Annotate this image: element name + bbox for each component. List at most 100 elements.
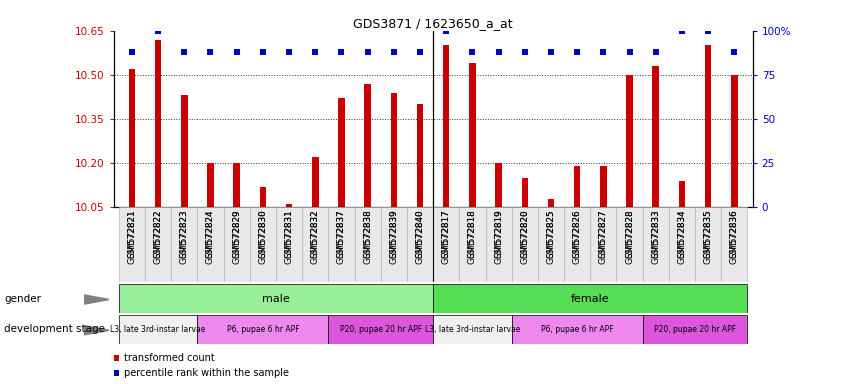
Bar: [302, 207, 328, 282]
Bar: [155, 40, 161, 207]
Text: development stage: development stage: [4, 324, 105, 334]
Text: GSM572840: GSM572840: [415, 210, 425, 264]
Text: GSM572836: GSM572836: [730, 210, 739, 265]
Bar: [459, 207, 485, 282]
Text: GSM572835: GSM572835: [704, 210, 712, 258]
Text: GSM572829: GSM572829: [232, 210, 241, 258]
Bar: [145, 207, 172, 282]
Text: GSM572839: GSM572839: [389, 210, 399, 258]
Text: GSM572836: GSM572836: [730, 210, 739, 258]
Bar: [538, 207, 564, 282]
Bar: [234, 163, 240, 207]
Bar: [653, 66, 659, 207]
Text: GSM572830: GSM572830: [258, 210, 267, 258]
Bar: [574, 166, 580, 207]
Title: GDS3871 / 1623650_a_at: GDS3871 / 1623650_a_at: [353, 17, 513, 30]
Bar: [250, 207, 276, 282]
Text: GSM572824: GSM572824: [206, 210, 215, 264]
Bar: [407, 207, 433, 282]
Bar: [547, 199, 554, 207]
Bar: [129, 69, 135, 207]
Text: gender: gender: [4, 294, 41, 304]
Text: GSM572834: GSM572834: [678, 210, 686, 258]
Bar: [172, 207, 198, 282]
Text: percentile rank within the sample: percentile rank within the sample: [124, 368, 289, 378]
Bar: [669, 207, 695, 282]
Text: GSM572821: GSM572821: [127, 210, 136, 264]
Bar: [224, 207, 250, 282]
Text: GSM572828: GSM572828: [625, 210, 634, 264]
Bar: [312, 157, 319, 207]
Bar: [181, 96, 188, 207]
Bar: [286, 204, 293, 207]
Bar: [198, 315, 328, 344]
Text: GSM572831: GSM572831: [284, 210, 294, 265]
Text: GSM572832: GSM572832: [310, 210, 320, 264]
Text: GSM572818: GSM572818: [468, 210, 477, 258]
Bar: [511, 207, 538, 282]
Bar: [338, 98, 345, 207]
Text: male: male: [262, 293, 290, 304]
Text: L3, late 3rd-instar larvae: L3, late 3rd-instar larvae: [110, 325, 206, 334]
Polygon shape: [84, 326, 109, 335]
Bar: [207, 163, 214, 207]
Text: GSM572820: GSM572820: [521, 210, 529, 264]
Bar: [381, 207, 407, 282]
Bar: [485, 207, 511, 282]
Text: GSM572829: GSM572829: [232, 210, 241, 264]
Text: P6, pupae 6 hr APF: P6, pupae 6 hr APF: [541, 325, 613, 334]
Bar: [616, 207, 643, 282]
Text: GSM572827: GSM572827: [599, 210, 608, 258]
Polygon shape: [84, 295, 109, 304]
Text: GSM572817: GSM572817: [442, 210, 451, 265]
Text: GSM572819: GSM572819: [495, 210, 503, 265]
Text: GSM572826: GSM572826: [573, 210, 582, 258]
Bar: [260, 187, 266, 207]
Text: GSM572822: GSM572822: [154, 210, 162, 264]
Text: GSM572817: GSM572817: [442, 210, 451, 258]
Text: GSM572839: GSM572839: [389, 210, 399, 265]
Bar: [469, 63, 476, 207]
Text: L3, late 3rd-instar larvae: L3, late 3rd-instar larvae: [425, 325, 520, 334]
Text: GSM572835: GSM572835: [704, 210, 712, 265]
Bar: [433, 315, 511, 344]
Text: GSM572821: GSM572821: [127, 210, 136, 258]
Text: GSM572831: GSM572831: [284, 210, 294, 258]
Bar: [731, 75, 738, 207]
Bar: [695, 207, 722, 282]
Text: GSM572826: GSM572826: [573, 210, 582, 264]
Bar: [119, 315, 198, 344]
Text: GSM572830: GSM572830: [258, 210, 267, 265]
Bar: [511, 315, 643, 344]
Bar: [643, 207, 669, 282]
Bar: [328, 315, 433, 344]
Text: GSM572838: GSM572838: [363, 210, 372, 258]
Text: GSM572824: GSM572824: [206, 210, 215, 258]
Bar: [564, 207, 590, 282]
Bar: [198, 207, 224, 282]
Text: GSM572825: GSM572825: [547, 210, 556, 264]
Text: transformed count: transformed count: [124, 353, 214, 363]
Text: P20, pupae 20 hr APF: P20, pupae 20 hr APF: [654, 325, 736, 334]
Text: GSM572833: GSM572833: [651, 210, 660, 258]
Text: GSM572827: GSM572827: [599, 210, 608, 264]
Bar: [417, 104, 423, 207]
Text: GSM572823: GSM572823: [180, 210, 188, 258]
Text: GSM572822: GSM572822: [154, 210, 162, 258]
Text: female: female: [571, 293, 610, 304]
Bar: [276, 207, 302, 282]
Bar: [433, 207, 459, 282]
Bar: [119, 207, 145, 282]
Bar: [390, 93, 397, 207]
Text: GSM572838: GSM572838: [363, 210, 372, 265]
Text: GSM572818: GSM572818: [468, 210, 477, 265]
Text: P6, pupae 6 hr APF: P6, pupae 6 hr APF: [226, 325, 299, 334]
Bar: [364, 84, 371, 207]
Text: GSM572837: GSM572837: [337, 210, 346, 258]
Text: GSM572837: GSM572837: [337, 210, 346, 265]
Bar: [679, 181, 685, 207]
Bar: [600, 166, 606, 207]
Text: GSM572840: GSM572840: [415, 210, 425, 258]
Text: GSM572834: GSM572834: [678, 210, 686, 264]
Bar: [328, 207, 355, 282]
